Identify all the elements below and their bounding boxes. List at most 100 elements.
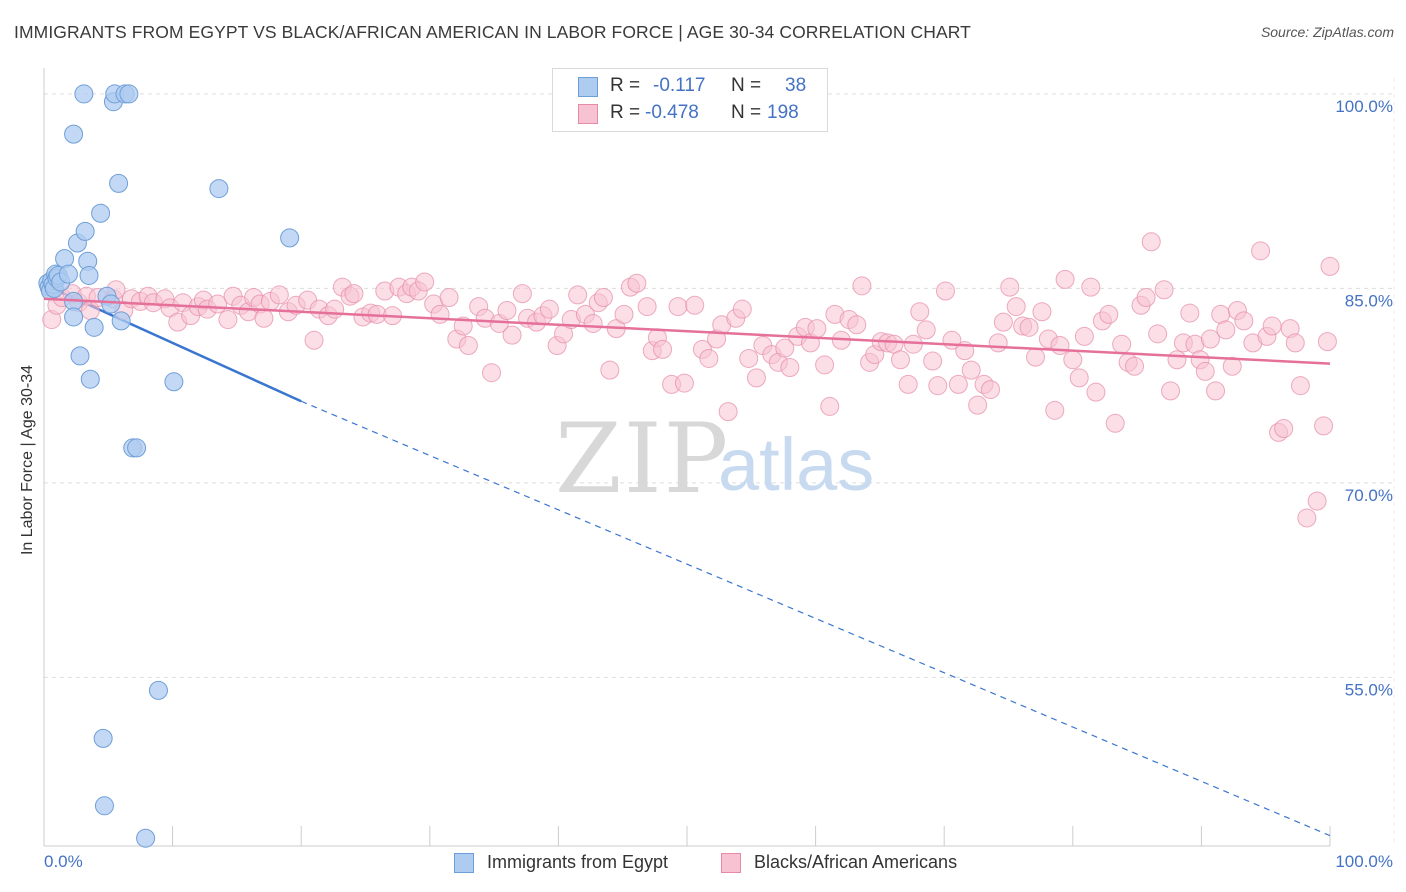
- data-point-black-african-american: [739, 348, 759, 368]
- data-point-black-african-american: [1006, 297, 1026, 317]
- data-point-black-african-american: [890, 350, 910, 370]
- data-point-black-african-american: [898, 374, 918, 394]
- data-point-black-african-american: [820, 396, 840, 416]
- data-point-black-african-american: [1222, 356, 1242, 376]
- data-point-black-african-american: [653, 339, 673, 359]
- correlation-legend: R = -0.117 N = 38 R = -0.478 N = 198: [552, 68, 828, 132]
- data-point-black-african-american: [1050, 335, 1070, 355]
- data-point-egypt: [94, 796, 114, 816]
- data-point-black-african-american: [807, 319, 827, 339]
- data-point-black-african-american: [1297, 508, 1317, 528]
- legend-n-value-egypt: 38: [785, 75, 807, 96]
- legend-row-egypt: R = -0.117 N = 38: [553, 75, 827, 99]
- data-point-black-african-american: [775, 338, 795, 358]
- data-point-black-african-american: [815, 355, 835, 375]
- legend-n-label: N =: [731, 102, 762, 123]
- data-point-black-african-american: [539, 299, 559, 319]
- data-point-black-african-american: [968, 395, 988, 415]
- data-point-black-african-american: [325, 299, 345, 319]
- legend-r-label: R =: [610, 102, 641, 123]
- data-point-black-african-american: [1141, 232, 1161, 252]
- data-point-black-african-american: [1032, 302, 1052, 322]
- data-point-black-african-american: [1234, 311, 1254, 331]
- data-point-black-african-american: [1055, 269, 1075, 289]
- data-point-black-african-american: [593, 288, 613, 308]
- data-point-black-african-american: [852, 276, 872, 296]
- data-point-black-african-american: [1251, 241, 1271, 261]
- data-point-black-african-american: [1069, 368, 1089, 388]
- data-point-black-african-american: [1154, 280, 1174, 300]
- legend-r-label: R =: [610, 75, 641, 96]
- data-point-black-african-american: [993, 312, 1013, 332]
- watermark: ZIP atlas: [555, 403, 874, 515]
- data-point-black-african-american: [304, 330, 324, 350]
- data-point-black-african-american: [1148, 324, 1168, 344]
- data-point-black-african-american: [780, 358, 800, 378]
- data-point-egypt: [74, 84, 94, 104]
- data-point-egypt: [79, 265, 99, 285]
- data-point-egypt: [209, 179, 229, 199]
- data-point-black-african-american: [269, 285, 289, 305]
- data-point-black-african-american: [732, 299, 752, 319]
- legend-row-black: R = -0.478 N = 198: [553, 102, 827, 126]
- data-point-black-african-american: [910, 302, 930, 322]
- data-point-egypt: [70, 346, 90, 366]
- data-point-black-african-american: [497, 300, 517, 320]
- data-point-black-african-american: [1290, 376, 1310, 396]
- black-african-american-trend-line: [43, 297, 1331, 365]
- data-point-black-african-american: [1317, 332, 1337, 352]
- data-point-black-african-american: [453, 316, 473, 336]
- data-point-egypt: [58, 264, 78, 284]
- data-point-black-african-american: [1074, 326, 1094, 346]
- y-tick-labels: 100.0% 85.0% 70.0% 55.0%: [1335, 97, 1393, 700]
- data-point-egypt: [93, 728, 113, 748]
- chart-title: IMMIGRANTS FROM EGYPT VS BLACK/AFRICAN A…: [14, 22, 971, 42]
- data-point-black-african-american: [1099, 304, 1119, 324]
- legend-n-value-black: 198: [767, 102, 799, 123]
- data-point-black-african-american: [568, 285, 588, 305]
- data-point-egypt: [119, 84, 139, 104]
- y-tick-label: 85.0%: [1345, 291, 1393, 310]
- data-point-black-african-american: [415, 272, 435, 292]
- data-point-egypt: [148, 680, 168, 700]
- data-point-egypt: [101, 294, 121, 314]
- y-tick-label: 100.0%: [1335, 97, 1393, 116]
- data-point-black-african-american: [600, 360, 620, 380]
- data-point-black-african-american: [1086, 382, 1106, 402]
- data-point-black-african-american: [847, 315, 867, 335]
- data-point-black-african-american: [637, 297, 657, 317]
- data-point-black-african-american: [627, 273, 647, 293]
- bottom-legend-label-egypt: Immigrants from Egypt: [487, 852, 669, 872]
- data-point-black-african-american: [1262, 316, 1282, 336]
- data-point-black-african-american: [988, 333, 1008, 353]
- data-point-egypt: [164, 372, 184, 392]
- data-point-black-african-american: [502, 325, 522, 345]
- chart-source: Source: ZipAtlas.com: [1260, 24, 1394, 40]
- data-point-black-african-american: [1125, 356, 1145, 376]
- bottom-legend-label-black: Blacks/African Americans: [754, 852, 958, 872]
- data-point-black-african-american: [218, 310, 238, 330]
- data-point-black-african-american: [1206, 381, 1226, 401]
- data-point-black-african-american: [1136, 288, 1156, 308]
- watermark-atlas: atlas: [718, 423, 874, 506]
- data-point-black-african-american: [1320, 256, 1340, 276]
- legend-r-value-egypt: -0.117: [653, 75, 706, 96]
- data-point-black-african-american: [430, 304, 450, 324]
- data-point-egypt: [91, 203, 111, 223]
- data-point-black-african-american: [928, 376, 948, 396]
- data-point-black-african-american: [1063, 350, 1083, 370]
- data-point-black-african-american: [746, 368, 766, 388]
- axes: [43, 68, 1331, 847]
- data-point-black-african-american: [1285, 333, 1305, 353]
- data-point-black-african-american: [718, 402, 738, 422]
- data-point-egypt: [127, 438, 147, 458]
- data-point-black-african-american: [1314, 416, 1334, 436]
- data-point-black-african-american: [458, 335, 478, 355]
- egypt-points: [38, 84, 300, 848]
- data-point-black-african-american: [1081, 277, 1101, 297]
- data-point-black-african-american: [699, 348, 719, 368]
- y-tick-label: 55.0%: [1345, 680, 1393, 699]
- data-point-egypt: [84, 317, 104, 337]
- x-tick-label-max: 100.0%: [1335, 852, 1393, 871]
